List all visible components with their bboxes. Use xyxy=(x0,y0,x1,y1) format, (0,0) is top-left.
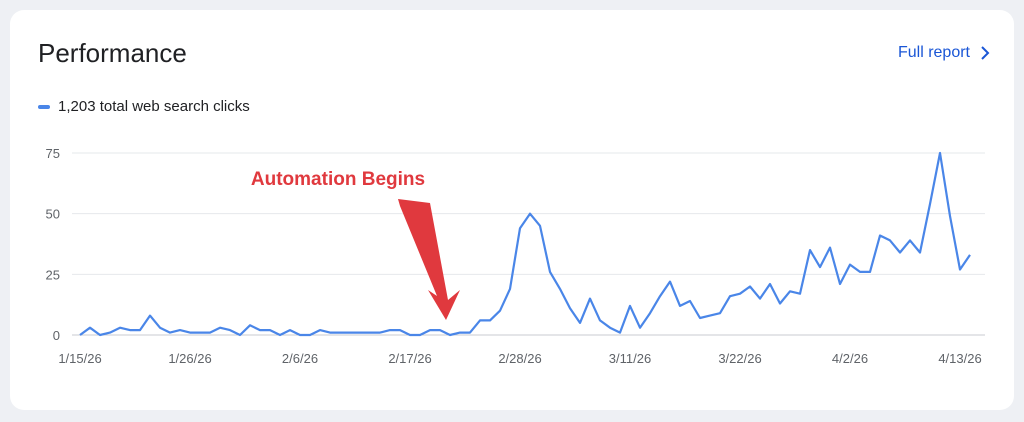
full-report-label: Full report xyxy=(897,44,970,61)
x-tick-label: 3/22/26 xyxy=(718,351,761,366)
annotation-label: Automation Begins xyxy=(251,169,425,190)
x-tick-label: 1/15/26 xyxy=(58,351,101,366)
legend-swatch xyxy=(38,104,50,109)
x-tick-label: 2/28/26 xyxy=(498,351,541,366)
x-tick-label: 3/11/26 xyxy=(609,351,651,366)
legend-label: 1,203 total web search clicks xyxy=(58,98,250,115)
card-title: Performance xyxy=(38,38,187,68)
y-tick-label: 75 xyxy=(46,146,60,161)
full-report-link[interactable]: Full report xyxy=(898,44,990,62)
x-tick-label: 4/2/26 xyxy=(832,351,868,366)
series-line xyxy=(79,151,971,337)
chart-legend: 1,203 total web search clicks xyxy=(38,98,250,115)
annotation-arrow xyxy=(398,199,460,320)
performance-card: Performance Full report 1,203 total web … xyxy=(10,10,1014,410)
x-tick-label: 2/17/26 xyxy=(388,351,431,366)
y-tick-label: 0 xyxy=(53,328,60,343)
x-tick-label: 2/6/26 xyxy=(282,351,318,366)
chevron-right-icon xyxy=(980,46,990,60)
y-tick-label: 50 xyxy=(46,207,60,222)
x-tick-label: 4/13/26 xyxy=(938,351,981,366)
x-tick-label: 1/26/26 xyxy=(168,351,211,366)
y-tick-label: 25 xyxy=(46,267,60,282)
